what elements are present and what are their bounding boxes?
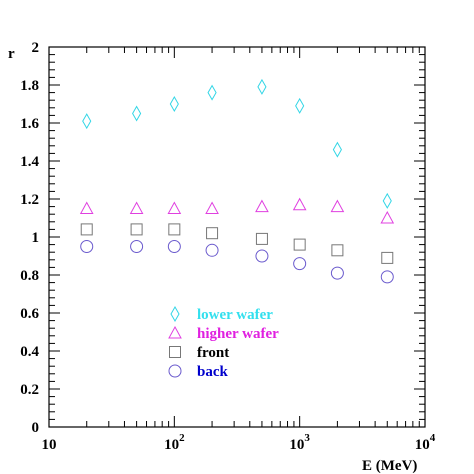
data-point bbox=[382, 192, 392, 209]
data-point bbox=[255, 249, 269, 263]
x-tick-label: 10 bbox=[42, 437, 57, 453]
y-tick-label: 1 bbox=[32, 230, 40, 246]
data-point bbox=[332, 141, 342, 158]
data-point bbox=[293, 257, 307, 271]
data-point bbox=[167, 240, 181, 253]
y-tick-label: 2 bbox=[32, 40, 40, 56]
data-point bbox=[168, 223, 181, 236]
x-tick-exponent: 2 bbox=[179, 432, 185, 444]
series-higher-wafer bbox=[79, 197, 395, 224]
data-point bbox=[206, 227, 219, 240]
data-point bbox=[130, 240, 144, 253]
y-tick-label: 0.4 bbox=[20, 344, 39, 360]
y-tick-label: 0.6 bbox=[20, 306, 39, 322]
data-point bbox=[381, 251, 394, 264]
data-point bbox=[167, 201, 182, 214]
data-point bbox=[330, 199, 345, 213]
legend: lower wafer higher wafer front back bbox=[168, 305, 279, 380]
y-axis: 0 0.2 0.4 0.6 0.8 1 1.2 1.4 1.6 1.8 2 bbox=[20, 40, 425, 436]
data-point bbox=[380, 210, 395, 224]
plot-border bbox=[48, 46, 426, 428]
y-tick-label: 0 bbox=[32, 420, 40, 436]
x-axis: 10 102 103 104 bbox=[42, 47, 436, 453]
data-point bbox=[255, 232, 268, 245]
data-point bbox=[169, 95, 179, 113]
legend-marker bbox=[168, 364, 182, 378]
x-tick-label: 102 bbox=[164, 432, 185, 453]
y-tick-label: 1.2 bbox=[20, 192, 39, 208]
series-front bbox=[80, 223, 394, 264]
data-point bbox=[295, 97, 305, 114]
y-tick-label: 0.2 bbox=[20, 382, 39, 398]
x-tick-base: 10 bbox=[164, 437, 179, 453]
data-point bbox=[80, 223, 93, 236]
data-point bbox=[255, 199, 269, 213]
data-point bbox=[82, 113, 92, 130]
x-tick-label: 103 bbox=[289, 432, 310, 453]
y-tick-label: 1.6 bbox=[20, 116, 39, 132]
x-axis-title: E (MeV) bbox=[362, 458, 417, 474]
y-tick-label: 0.8 bbox=[20, 268, 39, 284]
legend-label: back bbox=[197, 364, 229, 380]
legend-marker bbox=[170, 305, 180, 323]
x-tick-exponent: 3 bbox=[304, 432, 310, 444]
data-point bbox=[205, 201, 219, 214]
data-point bbox=[132, 105, 142, 122]
data-point bbox=[331, 244, 344, 257]
data-point bbox=[79, 201, 94, 214]
legend-marker bbox=[169, 346, 181, 358]
x-tick-label: 104 bbox=[415, 432, 436, 453]
legend-label: lower wafer bbox=[197, 307, 273, 323]
series-back bbox=[80, 240, 394, 284]
x-tick-base: 10 bbox=[289, 437, 304, 453]
plot-frame bbox=[48, 46, 426, 428]
x-tick-base: 10 bbox=[42, 437, 57, 453]
x-tick-base: 10 bbox=[415, 437, 430, 453]
data-point bbox=[207, 84, 217, 101]
data-point bbox=[80, 240, 94, 253]
data-point bbox=[292, 197, 307, 211]
legend-marker bbox=[168, 325, 182, 339]
data-point bbox=[293, 238, 306, 251]
data-point bbox=[129, 201, 144, 214]
data-point bbox=[130, 223, 143, 236]
legend-label: higher wafer bbox=[197, 326, 279, 342]
data-points bbox=[79, 78, 395, 284]
data-point bbox=[257, 78, 267, 95]
y-axis-title: r bbox=[8, 46, 15, 62]
series-lower-wafer bbox=[82, 78, 392, 209]
y-tick-label: 1.4 bbox=[20, 154, 39, 170]
x-tick-exponent: 4 bbox=[430, 432, 436, 444]
data-point bbox=[380, 270, 394, 284]
y-tick-label: 1.8 bbox=[20, 78, 39, 94]
data-point bbox=[330, 266, 344, 280]
data-point bbox=[205, 243, 219, 257]
legend-label: front bbox=[197, 345, 229, 361]
